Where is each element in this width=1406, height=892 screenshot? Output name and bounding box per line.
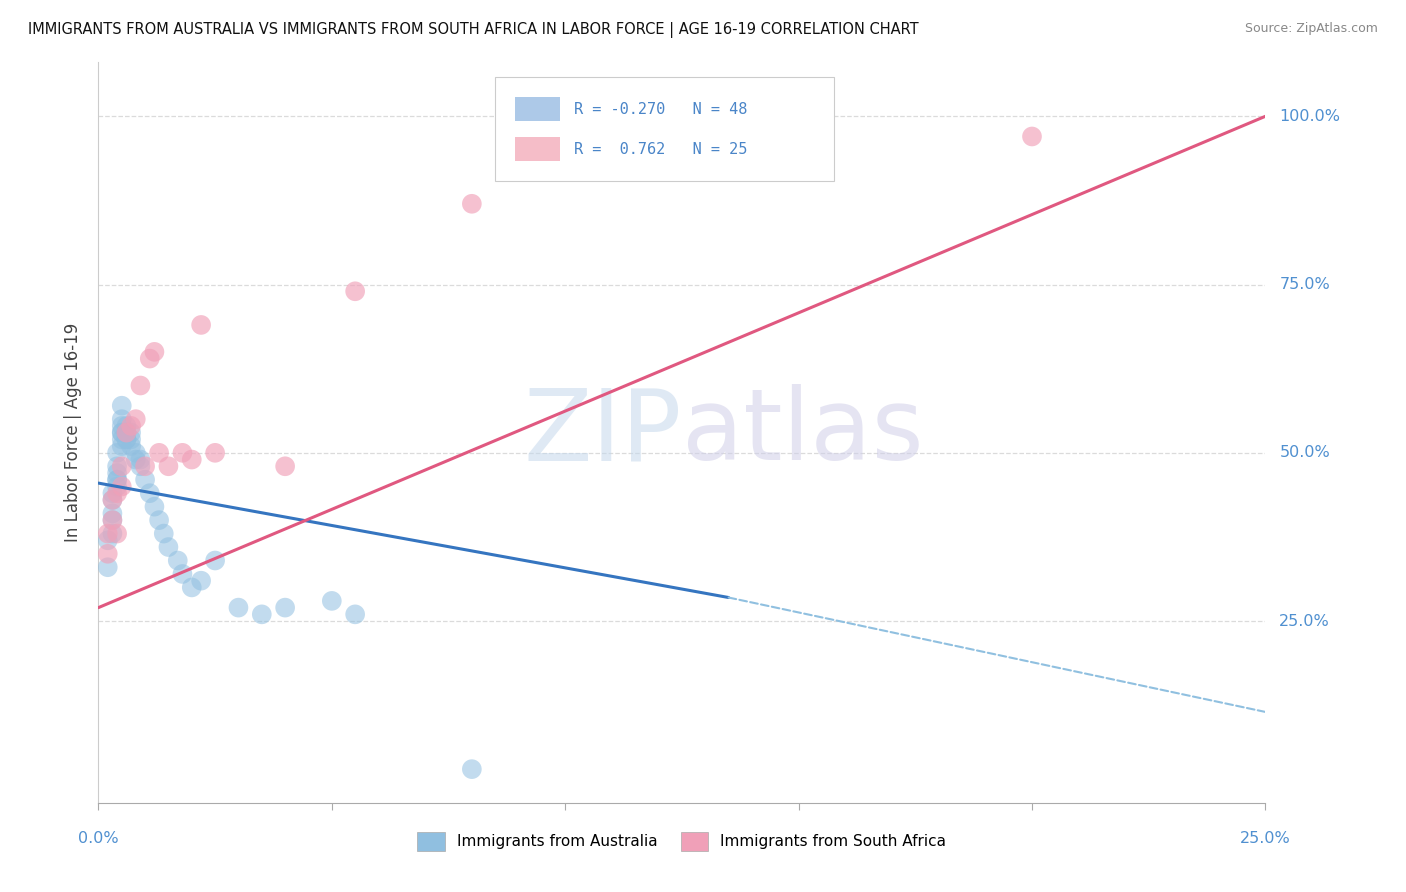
Point [111, 425, 134, 440]
Point [148, 513, 170, 527]
Point [129, 452, 152, 467]
Point [461, 762, 484, 776]
Point [125, 446, 148, 460]
Point [101, 492, 124, 507]
Point [250, 607, 273, 622]
FancyBboxPatch shape [515, 137, 560, 161]
Text: atlas: atlas [682, 384, 924, 481]
Text: IMMIGRANTS FROM AUSTRALIA VS IMMIGRANTS FROM SOUTH AFRICA IN LABOR FORCE | AGE 1: IMMIGRANTS FROM AUSTRALIA VS IMMIGRANTS … [28, 22, 918, 38]
Point [105, 446, 128, 460]
Point [204, 553, 226, 567]
Point [105, 473, 128, 487]
Point [97, 560, 120, 574]
Point [101, 507, 124, 521]
Point [152, 526, 174, 541]
Point [148, 446, 170, 460]
Point [105, 466, 128, 480]
Text: ZIP: ZIP [523, 384, 682, 481]
Text: R =  0.762   N = 25: R = 0.762 N = 25 [574, 142, 747, 157]
Point [190, 574, 212, 588]
Point [115, 425, 138, 440]
Point [105, 473, 128, 487]
Point [172, 566, 194, 581]
Point [111, 412, 134, 426]
Point [111, 399, 134, 413]
Point [134, 473, 156, 487]
Point [157, 459, 180, 474]
Point [143, 500, 166, 514]
Point [120, 439, 142, 453]
Point [139, 351, 162, 366]
Point [134, 459, 156, 474]
Point [111, 459, 134, 474]
Point [190, 318, 212, 332]
Point [125, 452, 148, 467]
Point [97, 547, 120, 561]
Point [105, 479, 128, 493]
Point [274, 459, 297, 474]
Point [111, 425, 134, 440]
Text: 25.0%: 25.0% [1279, 614, 1330, 629]
Point [120, 418, 142, 433]
Point [143, 344, 166, 359]
Point [115, 433, 138, 447]
Text: 25.0%: 25.0% [1240, 830, 1291, 846]
Point [125, 412, 148, 426]
Text: Source: ZipAtlas.com: Source: ZipAtlas.com [1244, 22, 1378, 36]
Point [111, 479, 134, 493]
Point [101, 492, 124, 507]
Point [101, 513, 124, 527]
Text: 50.0%: 50.0% [1279, 445, 1330, 460]
Legend: Immigrants from Australia, Immigrants from South Africa: Immigrants from Australia, Immigrants fr… [418, 832, 946, 851]
Point [139, 486, 162, 500]
Point [101, 486, 124, 500]
Point [166, 553, 188, 567]
Point [344, 285, 367, 299]
Point [101, 526, 124, 541]
Point [115, 425, 138, 440]
Text: R = -0.270   N = 48: R = -0.270 N = 48 [574, 102, 747, 117]
Text: 75.0%: 75.0% [1279, 277, 1330, 292]
Point [180, 581, 202, 595]
FancyBboxPatch shape [495, 78, 834, 181]
Point [344, 607, 367, 622]
Point [97, 526, 120, 541]
Point [180, 452, 202, 467]
Point [321, 594, 343, 608]
Point [115, 418, 138, 433]
Point [157, 540, 180, 554]
Point [105, 486, 128, 500]
Point [129, 459, 152, 474]
Point [172, 446, 194, 460]
Point [97, 533, 120, 548]
FancyBboxPatch shape [515, 97, 560, 121]
Point [228, 600, 250, 615]
Point [111, 439, 134, 453]
Point [115, 433, 138, 447]
Point [111, 418, 134, 433]
Point [1021, 129, 1043, 144]
Point [120, 425, 142, 440]
Text: 100.0%: 100.0% [1279, 109, 1340, 124]
Point [105, 459, 128, 474]
Point [129, 378, 152, 392]
Point [111, 433, 134, 447]
Point [101, 513, 124, 527]
Text: 0.0%: 0.0% [79, 830, 118, 846]
Point [461, 196, 484, 211]
Y-axis label: In Labor Force | Age 16-19: In Labor Force | Age 16-19 [65, 323, 83, 542]
Point [204, 446, 226, 460]
Point [274, 600, 297, 615]
Point [105, 526, 128, 541]
Point [120, 433, 142, 447]
